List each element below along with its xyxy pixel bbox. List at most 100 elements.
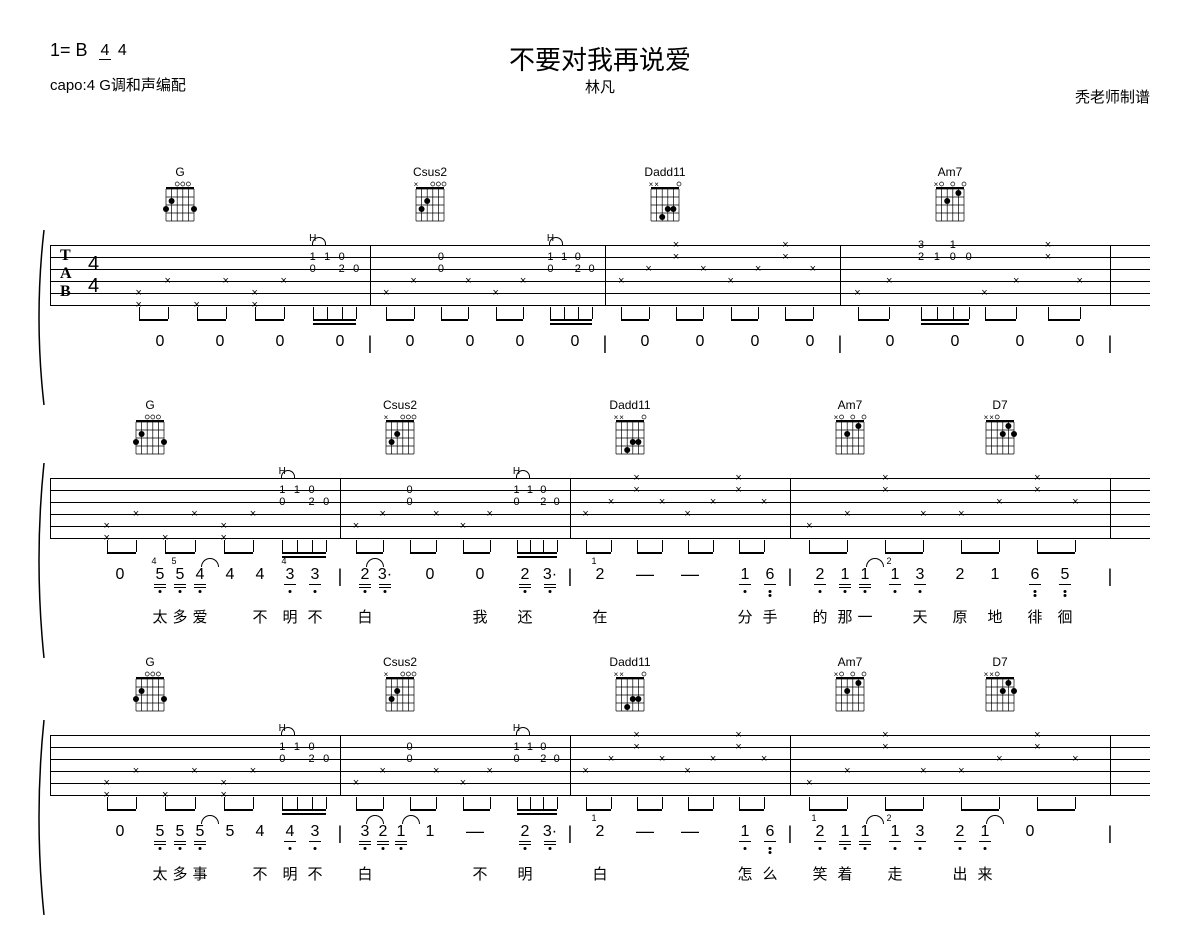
svg-text:×: × bbox=[834, 414, 839, 422]
jianpu-note: 6 bbox=[766, 566, 775, 584]
lyric-syllable: 分 bbox=[737, 606, 752, 627]
svg-text:×: × bbox=[649, 181, 654, 189]
chord-name: Dadd11 bbox=[608, 655, 652, 669]
lyric-syllable: 出 bbox=[952, 863, 967, 884]
chord-name: Dadd11 bbox=[608, 398, 652, 412]
chord-diagram: G bbox=[128, 655, 172, 715]
svg-text:×: × bbox=[989, 671, 994, 679]
jianpu-note: 0 bbox=[951, 333, 960, 351]
lyric-syllable: 一 bbox=[857, 606, 872, 627]
tab-timesig: 44 bbox=[88, 253, 99, 297]
chord-name: Csus2 bbox=[408, 165, 452, 179]
svg-text:×: × bbox=[614, 671, 619, 679]
jianpu-note: 4 bbox=[196, 566, 205, 584]
chord-name: G bbox=[128, 655, 172, 669]
jianpu-note: 1 bbox=[397, 823, 406, 841]
jianpu-note: 2 bbox=[521, 823, 530, 841]
lyric-syllable: 多 bbox=[172, 863, 187, 884]
jianpu-note: 2 bbox=[521, 566, 530, 584]
jianpu-note: 5 bbox=[176, 823, 185, 841]
lyric-syllable: 那 bbox=[837, 606, 852, 627]
jianpu-note: 5 bbox=[1061, 566, 1070, 584]
svg-text:×: × bbox=[619, 671, 624, 679]
lyric-syllable: 徘 bbox=[1027, 606, 1042, 627]
svg-text:×: × bbox=[934, 181, 939, 189]
chord-name: Am7 bbox=[828, 655, 872, 669]
chord-diagram: D7 ×× bbox=[978, 398, 1022, 458]
jianpu-note: 6 bbox=[766, 823, 775, 841]
chord-name: Csus2 bbox=[378, 398, 422, 412]
chord-diagram: Am7 × bbox=[828, 398, 872, 458]
jianpu-note: 3 bbox=[361, 823, 370, 841]
chord-name: D7 bbox=[978, 398, 1022, 412]
jianpu-note: 6 bbox=[1031, 566, 1040, 584]
jianpu-note: 1 bbox=[741, 566, 750, 584]
lyric-syllable: 不 bbox=[307, 606, 322, 627]
chord-row: GCsus2×Dadd11××3Am7×D7×× bbox=[50, 398, 1150, 468]
lyric-syllable: 明 bbox=[282, 863, 297, 884]
jianpu-note: 0 bbox=[336, 333, 345, 351]
tab-clef: TAB bbox=[60, 247, 73, 301]
jianpu-note: 0 bbox=[571, 333, 580, 351]
svg-text:×: × bbox=[989, 414, 994, 422]
lyric-syllable: 徊 bbox=[1057, 606, 1072, 627]
jianpu-note: 3 bbox=[311, 823, 320, 841]
jianpu-note: 5 bbox=[156, 566, 165, 584]
tab-staff: TAB44××××××××10H1020××00×××10H1020××××××… bbox=[50, 235, 1150, 315]
chord-row: GCsus2×Dadd11××3Am7×D7×× bbox=[50, 655, 1150, 725]
chord-diagram: Dadd11××3 bbox=[608, 655, 652, 715]
jianpu-note: 0 bbox=[116, 566, 125, 584]
jianpu-note: 0 bbox=[641, 333, 650, 351]
jianpu-note: 0 bbox=[886, 333, 895, 351]
lyric-syllable: 明 bbox=[517, 863, 532, 884]
artist-name: 林凡 bbox=[50, 76, 1150, 97]
jianpu-note: 3 bbox=[916, 566, 925, 584]
lyrics-row: 太多爱不明不白我还在分手的那一天原地徘徊 bbox=[50, 606, 1150, 630]
jianpu-note: 4 bbox=[226, 566, 235, 584]
chord-name: Csus2 bbox=[378, 655, 422, 669]
jianpu-note: 0 bbox=[116, 823, 125, 841]
chord-row: GCsus2×Dadd11××3Am7× bbox=[50, 165, 1150, 235]
jianpu-note: 2 bbox=[596, 823, 605, 841]
jianpu-note: 3· bbox=[543, 566, 557, 584]
lyric-syllable: 天 bbox=[912, 606, 927, 627]
jianpu-note: 0 bbox=[216, 333, 225, 351]
chord-name: Am7 bbox=[928, 165, 972, 179]
jianpu-note: 1 bbox=[861, 566, 870, 584]
jianpu-note: 0 bbox=[751, 333, 760, 351]
jianpu-note: 5 bbox=[196, 823, 205, 841]
chord-diagram: D7×× bbox=[978, 655, 1022, 715]
lyric-syllable: 太 bbox=[152, 863, 167, 884]
music-system: GCsus2×Dadd11××3Am7×D7××××××××××10H1020×… bbox=[50, 398, 1150, 630]
chord-name: Dadd11 bbox=[643, 165, 687, 179]
chord-name: Am7 bbox=[828, 398, 872, 412]
jianpu-note: 4 bbox=[256, 823, 265, 841]
jianpu-note: 0 bbox=[1026, 823, 1035, 841]
svg-text:×: × bbox=[614, 414, 619, 422]
jianpu-note: 1 bbox=[981, 823, 990, 841]
sheet-header: 1= B 4 4 capo:4 G调和声编配 不要对我再说爱 林凡 秃老师制谱 bbox=[50, 40, 1150, 140]
lyric-syllable: 地 bbox=[987, 606, 1002, 627]
lyric-syllable: 在 bbox=[592, 606, 607, 627]
lyric-syllable: 走 bbox=[887, 863, 902, 884]
jianpu-row: 0000000000000000|||| bbox=[50, 329, 1150, 373]
jianpu-note: 0 bbox=[276, 333, 285, 351]
jianpu-note: 2 bbox=[816, 566, 825, 584]
lyric-syllable: 不 bbox=[252, 606, 267, 627]
chord-diagram: Am7× bbox=[828, 655, 872, 715]
lyric-syllable: 太 bbox=[152, 606, 167, 627]
chord-name: G bbox=[128, 398, 172, 412]
chord-diagram: Csus2× bbox=[378, 655, 422, 715]
jianpu-note: 1 bbox=[426, 823, 435, 841]
lyric-syllable: 白 bbox=[357, 606, 372, 627]
lyric-syllable: 么 bbox=[762, 863, 777, 884]
jianpu-note: 1 bbox=[891, 566, 900, 584]
jianpu-note: 1 bbox=[741, 823, 750, 841]
jianpu-note: 0 bbox=[806, 333, 815, 351]
jianpu-row: 0545544434323·0023·21——162111232165|||| bbox=[50, 562, 1150, 606]
lyric-syllable: 不 bbox=[252, 863, 267, 884]
svg-text:×: × bbox=[984, 414, 989, 422]
lyric-syllable: 白 bbox=[357, 863, 372, 884]
jianpu-note: 2 bbox=[956, 566, 965, 584]
jianpu-note: 5 bbox=[176, 566, 185, 584]
